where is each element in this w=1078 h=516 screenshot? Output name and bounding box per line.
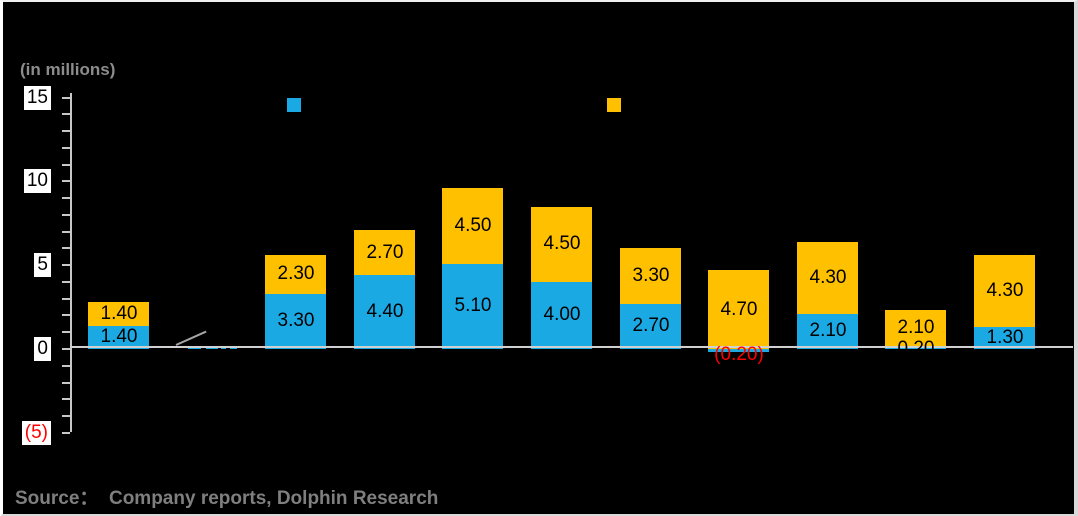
bar-label-blue: 2.70 [632, 315, 670, 337]
bar-segment-yellow [708, 270, 769, 349]
bar-segment-yellow [442, 188, 503, 264]
y-axis-tick [62, 130, 70, 133]
bar-segment-blue [620, 303, 681, 349]
legend-swatch-yellow [607, 98, 621, 112]
bar-label-yellow: 1.40 [100, 302, 138, 324]
bar-label-blue: 4.40 [366, 301, 404, 323]
y-axis-tick [62, 431, 70, 434]
bar-segment-blue [797, 313, 858, 349]
y-axis-tick [62, 163, 70, 166]
bar-segment-yellow [974, 255, 1035, 328]
y-axis-tick [62, 415, 70, 418]
bar-segment-yellow [885, 310, 946, 346]
bar-segment-yellow [531, 206, 592, 282]
bar-label-yellow: 4.50 [543, 233, 581, 255]
bar-label-blue: 2.10 [809, 320, 847, 342]
x-axis-zero-line [70, 346, 1073, 348]
y-axis-label-5: 5 [3, 253, 51, 278]
y-axis-tick [62, 348, 70, 350]
bar-segment-blue [531, 281, 592, 349]
bar-label-yellow: 2.30 [277, 263, 315, 285]
y-axis-label-0: 0 [3, 337, 51, 361]
y-axis-tick [62, 146, 70, 149]
y-axis-tick [62, 180, 70, 183]
y-axis-tick [62, 314, 70, 317]
label-leader-line [175, 330, 207, 346]
source-caption: Source： Company reports, Dolphin Researc… [15, 488, 439, 509]
bar-label-blue: 3.30 [277, 310, 315, 332]
bar-segment-yellow [88, 302, 149, 326]
bar-segment-blue [442, 263, 503, 349]
bar-segment-blue [88, 325, 149, 349]
y-axis-label-n5n: (5) [3, 420, 51, 445]
bar-segment-yellow [354, 230, 415, 276]
y-axis-tick [62, 331, 70, 334]
bar-label-yellow: 4.70 [720, 298, 758, 320]
y-axis-tick [62, 213, 70, 216]
bar-label-yellow: 4.50 [454, 214, 492, 236]
bar-segment-blue [354, 275, 415, 349]
bar-label-blue: 4.00 [543, 304, 581, 326]
legend-swatch-blue [287, 98, 301, 112]
bar-segment-blue [708, 349, 769, 353]
bar-segment-blue [265, 293, 326, 349]
bar-label-blue: 0.20 [897, 338, 935, 359]
bar-segment-yellow [265, 255, 326, 294]
y-axis-label-15: 15 [3, 85, 51, 110]
bar-label-yellow: 2.70 [366, 241, 404, 263]
y-axis-tick [62, 96, 70, 99]
y-axis-tick [62, 398, 70, 401]
bar-segment-blue [974, 327, 1035, 349]
bar-label-blue: 1.30 [986, 327, 1024, 349]
y-axis-tick [62, 230, 70, 233]
bar-label-yellow: 4.30 [809, 266, 847, 288]
bar-segment-yellow [797, 241, 858, 314]
y-axis-tick [62, 113, 70, 116]
bar-label-yellow: 3.30 [632, 265, 670, 287]
y-axis-tick [62, 264, 70, 267]
y-axis-tick [62, 280, 70, 283]
y-axis-line [70, 93, 72, 432]
bar-label-yellow: 4.30 [986, 280, 1024, 302]
y-axis-tick [62, 247, 70, 250]
y-axis-tick [62, 197, 70, 200]
bar-label-blue: 1.40 [100, 326, 138, 348]
bar-label-yellow: 2.10 [897, 317, 935, 339]
bar-segment-yellow [620, 248, 681, 304]
y-axis-tick [62, 364, 70, 367]
bar-label-blue: 5.10 [454, 295, 492, 317]
bar-label-blue-negative: (0.20) [714, 344, 764, 365]
axis-unit-note: (in millions) [20, 60, 116, 79]
y-axis-tick [62, 297, 70, 300]
y-axis-tick [62, 381, 70, 384]
y-axis-label-10: 10 [3, 169, 51, 194]
